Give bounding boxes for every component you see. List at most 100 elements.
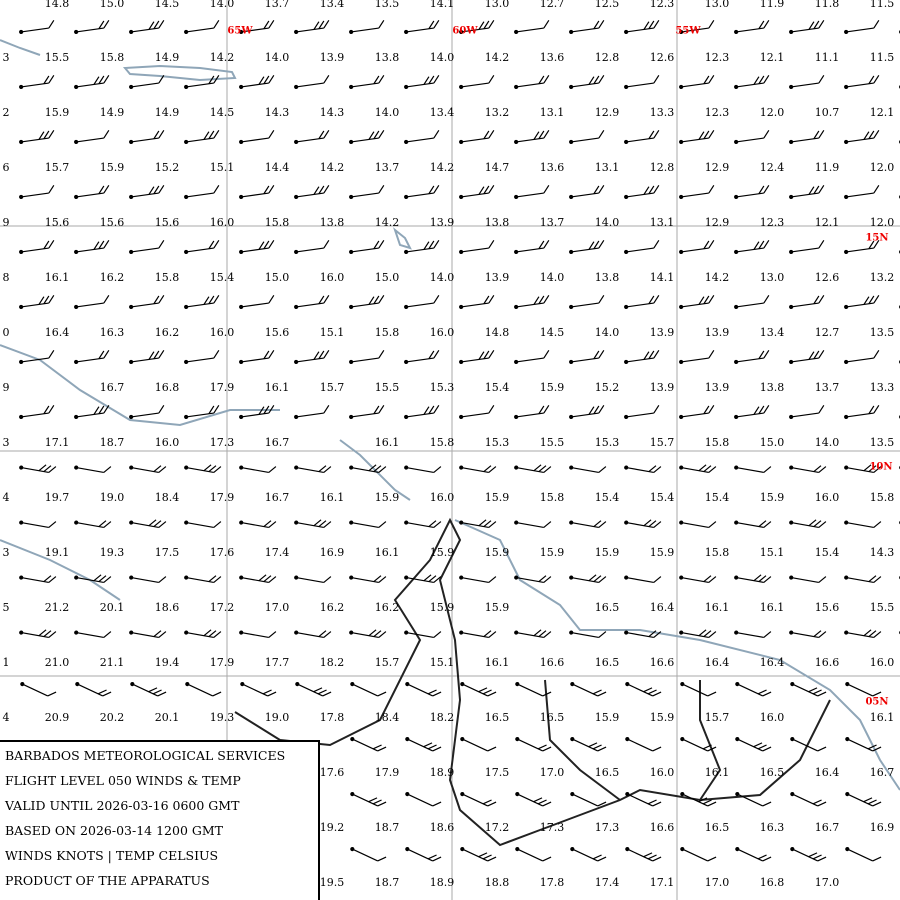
temperature: 16.1 (375, 436, 400, 449)
temperature: 20.2 (100, 711, 125, 724)
barb-staff (681, 521, 709, 529)
barb-dot (294, 194, 299, 200)
barb-feather (868, 295, 875, 305)
temperature: 16.0 (155, 436, 180, 449)
barb-feather (698, 797, 708, 803)
lon-label: 60W (452, 26, 478, 37)
barb-feather (483, 520, 492, 528)
wind-barb (74, 520, 112, 529)
barb-feather (93, 76, 100, 85)
barb-feather (598, 404, 605, 414)
wind-barb (679, 464, 717, 474)
barb-staff (792, 738, 818, 752)
barb-staff (21, 576, 49, 584)
barb-staff (241, 192, 269, 198)
temperature: 15.1 (760, 546, 785, 559)
barb-staff (241, 412, 269, 418)
barb-staff (571, 192, 599, 198)
wind-barb (239, 74, 275, 90)
barb-staff (847, 738, 873, 752)
barb-feather (103, 521, 112, 528)
barb-feather (812, 799, 822, 805)
wind-barb (349, 74, 385, 90)
barb-feather (818, 184, 825, 194)
barb-dot (679, 304, 684, 310)
temperature: 15.9 (485, 546, 510, 559)
barb-feather (433, 74, 440, 84)
temperature: 13.0 (705, 0, 730, 10)
wind-barb (790, 736, 827, 752)
barb-staff (76, 466, 104, 474)
barb-dot (514, 520, 519, 525)
wind-barb (129, 74, 165, 90)
barb-staff (627, 848, 653, 862)
barb-feather (708, 74, 715, 84)
barb-feather (703, 405, 710, 415)
barb-feather (152, 689, 162, 695)
barb-feather (428, 75, 435, 85)
wind-barb (184, 575, 222, 584)
wind-barb (294, 294, 330, 310)
temperature: 13.1 (595, 161, 620, 174)
wind-barb (844, 74, 880, 90)
temperature: 13.5 (375, 0, 400, 10)
barb-feather (478, 21, 485, 30)
barb-dot (679, 465, 684, 470)
barb-dot (569, 359, 574, 365)
barb-feather (707, 691, 717, 697)
barb-dot (74, 249, 79, 255)
barb-feather (647, 799, 657, 805)
barb-feather (542, 856, 552, 862)
barb-feather (652, 746, 662, 752)
temperature: 21.0 (45, 656, 70, 669)
wind-barb (569, 465, 607, 474)
barb-dot (404, 84, 409, 90)
barb-dot (19, 414, 24, 420)
barb-dot (844, 194, 849, 200)
barb-feather (433, 576, 442, 583)
barb-feather (643, 21, 650, 30)
barb-feather (97, 689, 107, 695)
barb-feather (813, 350, 820, 360)
temperature: 14.4 (265, 161, 290, 174)
barb-staff (516, 192, 544, 198)
barb-dot (514, 29, 519, 35)
wind-barb (789, 74, 825, 90)
temperature: 16.1 (375, 546, 400, 559)
barb-feather (158, 184, 165, 194)
wind-barb (350, 736, 387, 752)
wind-barb (459, 19, 495, 35)
barb-staff (21, 137, 49, 143)
wind-barb (184, 239, 220, 255)
barb-dot (349, 84, 354, 90)
barb-feather (868, 405, 875, 415)
temperature: 16.9 (870, 821, 895, 834)
wind-barb (74, 74, 110, 90)
temperature: 11.5 (870, 51, 895, 64)
wind-barb (789, 239, 825, 255)
barb-dot (569, 520, 574, 525)
barb-staff (131, 247, 159, 253)
barb-staff (736, 576, 764, 584)
barb-dot (789, 465, 794, 470)
barb-feather (373, 75, 380, 85)
barb-dot (294, 465, 299, 470)
temperature: 15.6 (45, 216, 70, 229)
temperature: 12.0 (760, 106, 785, 119)
barb-feather (863, 296, 870, 305)
barb-staff (461, 357, 489, 363)
barb-staff (516, 302, 544, 308)
barb-staff (461, 82, 489, 88)
wind-barb (349, 349, 385, 365)
barb-staff (131, 466, 159, 474)
barb-staff (351, 137, 379, 143)
wind-barb (404, 630, 442, 639)
temperature: 2 (3, 106, 10, 119)
barb-staff (406, 357, 434, 363)
wind-barb (624, 349, 660, 365)
barb-dot (349, 139, 354, 145)
temperature: 16.2 (100, 271, 125, 284)
barb-staff (626, 192, 654, 198)
barb-feather (48, 521, 57, 528)
barb-staff (846, 137, 874, 143)
